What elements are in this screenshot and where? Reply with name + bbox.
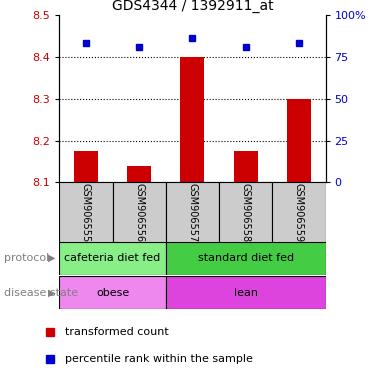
Bar [113, 182, 166, 242]
Text: GSM906559: GSM906559 [294, 183, 304, 242]
Bar [219, 182, 272, 242]
Text: protocol: protocol [4, 253, 49, 263]
Bar [74, 151, 98, 182]
Text: ▶: ▶ [48, 288, 56, 298]
Bar [166, 182, 219, 242]
Text: transformed count: transformed count [65, 327, 169, 337]
Text: obese: obese [96, 288, 129, 298]
Text: cafeteria diet fed: cafeteria diet fed [64, 253, 161, 263]
Bar [180, 57, 205, 182]
Bar [166, 242, 326, 275]
Text: GSM906557: GSM906557 [187, 182, 198, 242]
Bar [59, 242, 166, 275]
Bar [287, 99, 311, 182]
Text: GSM906556: GSM906556 [134, 183, 144, 242]
Text: GSM906555: GSM906555 [81, 182, 91, 242]
Title: GDS4344 / 1392911_at: GDS4344 / 1392911_at [112, 0, 273, 13]
Bar [272, 182, 326, 242]
Text: GSM906558: GSM906558 [241, 183, 251, 242]
Text: ▶: ▶ [48, 253, 56, 263]
Text: disease state: disease state [4, 288, 78, 298]
Bar [234, 151, 258, 182]
Text: percentile rank within the sample: percentile rank within the sample [65, 354, 253, 364]
Bar [59, 276, 166, 309]
Text: lean: lean [234, 288, 258, 298]
Bar [127, 166, 151, 182]
Bar [166, 276, 326, 309]
Bar [59, 182, 113, 242]
Text: standard diet fed: standard diet fed [198, 253, 294, 263]
